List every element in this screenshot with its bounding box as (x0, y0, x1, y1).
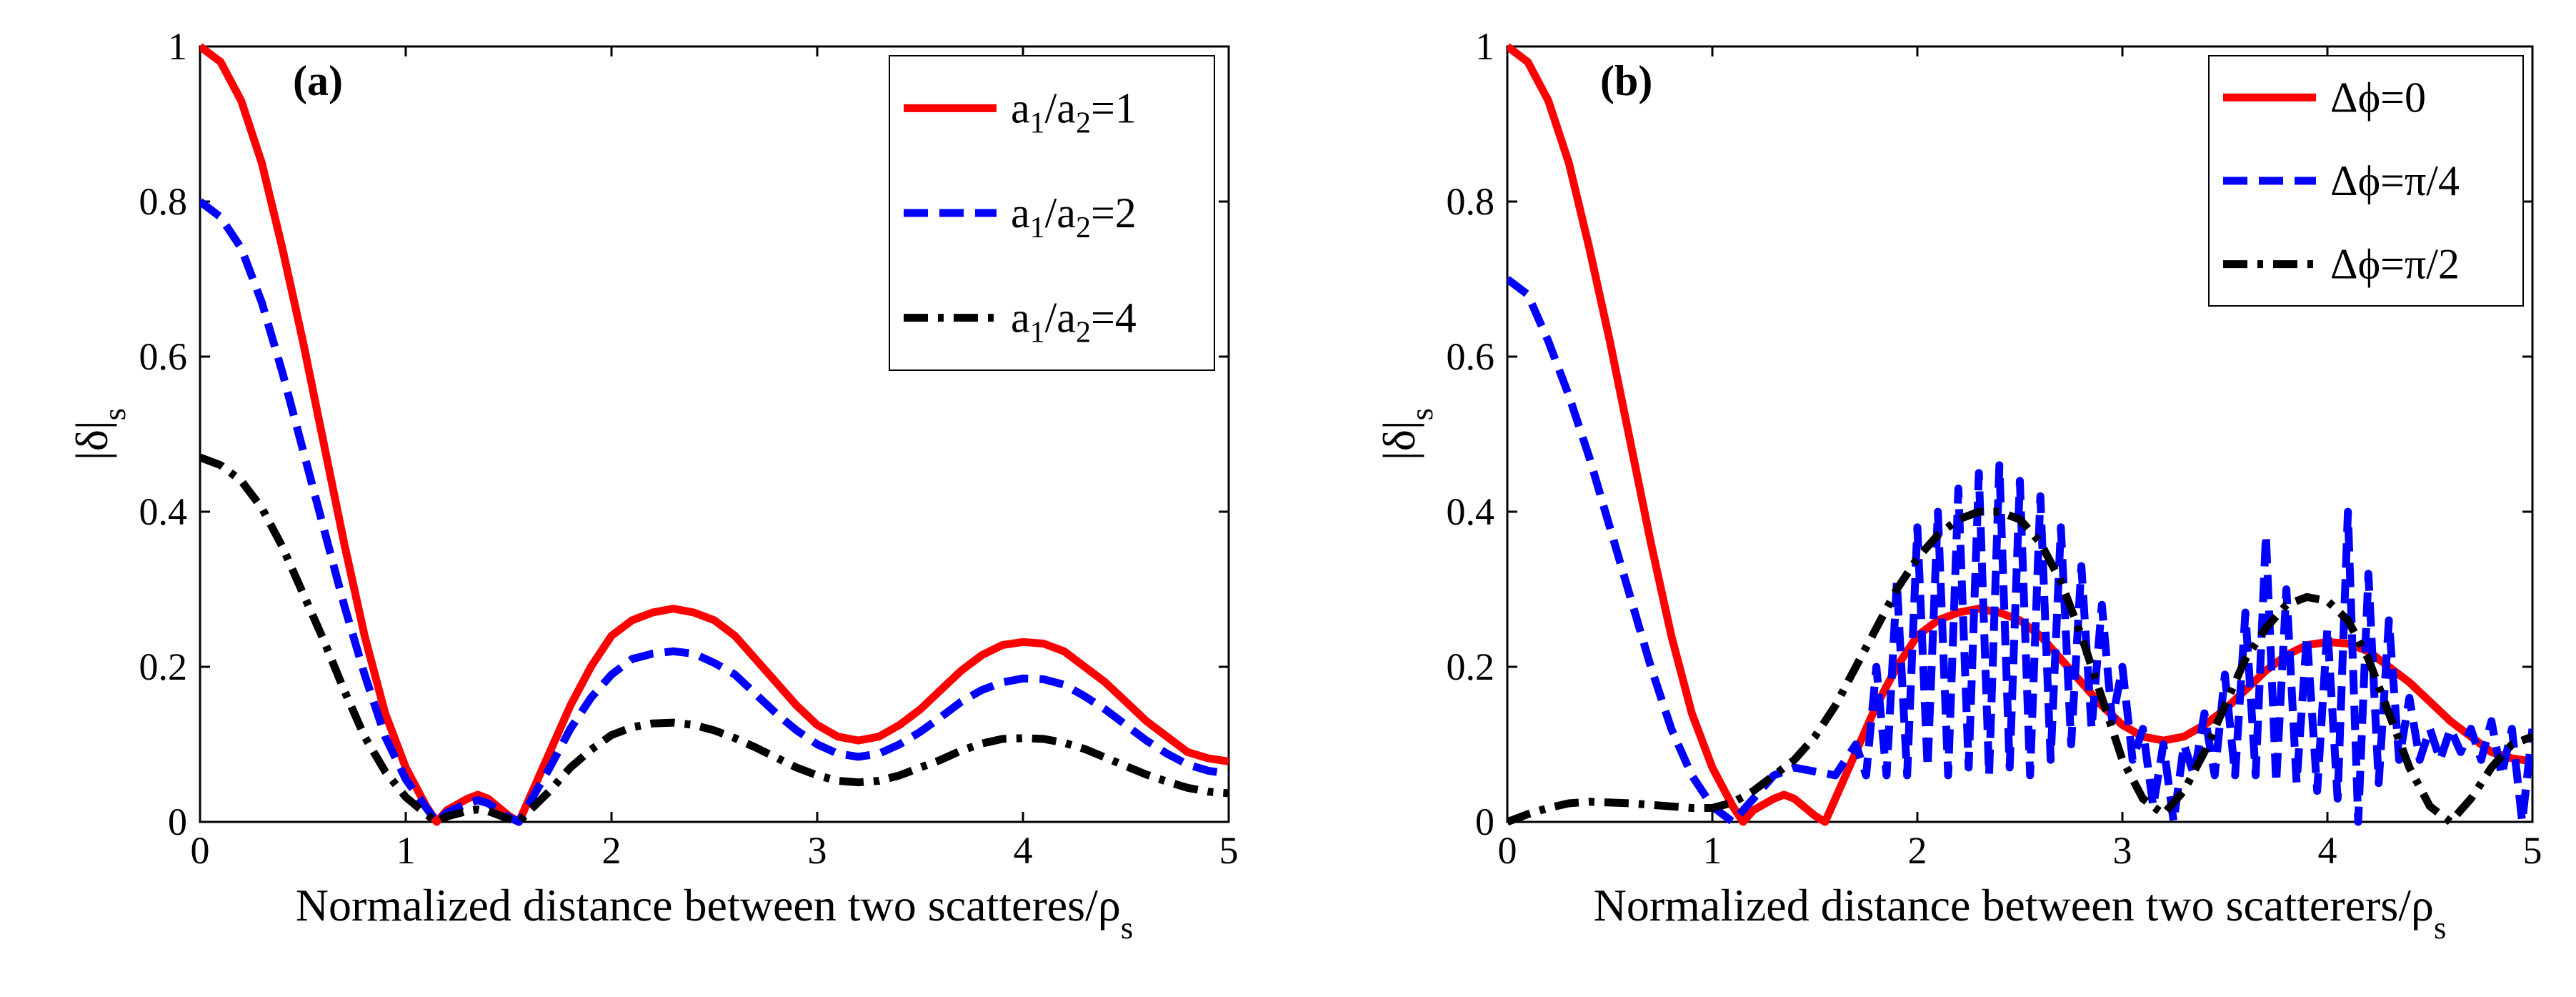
y-axis-label: |δ|s (66, 408, 132, 460)
y-tick-label: 0 (168, 800, 187, 843)
legend-label: a1/a2=4 (1011, 294, 1137, 349)
legend: Δϕ=0 Δϕ=π/4 Δϕ=π/2 (2208, 55, 2524, 307)
panel-label: (a) (293, 57, 343, 104)
y-tick-label: 0.4 (139, 490, 188, 533)
y-axis-label: |δ|s (1374, 408, 1439, 460)
y-tick-label: 0.6 (139, 335, 188, 378)
y-tick-label: 1 (1475, 25, 1494, 68)
x-tick-label: 5 (2523, 829, 2542, 872)
series-line-a-1 (200, 43, 1229, 826)
panel-label: (b) (1600, 57, 1652, 104)
y-tick-label: 1 (168, 25, 187, 68)
y-tick-label: 0 (1475, 800, 1494, 843)
chart-panel-b: 0 1 2 3 4 5 0 0.2 0.4 0.6 0.8 1 Normalized distance … (1374, 25, 2542, 946)
legend-label: a1/a2=1 (1011, 84, 1137, 139)
series-line-a-3 (200, 453, 1229, 826)
x-tick-label: 4 (1014, 829, 1033, 872)
x-tick-label: 1 (396, 829, 416, 872)
x-tick-label: 1 (1703, 829, 1722, 872)
x-tick-label: 3 (2113, 829, 2132, 872)
y-tick-label: 0.2 (1447, 645, 1495, 688)
legend-label: Δϕ=π/4 (2330, 157, 2460, 204)
legend-label: Δϕ=0 (2330, 74, 2426, 121)
y-tick-label: 0.6 (1447, 335, 1495, 378)
x-tick-label: 5 (1219, 829, 1239, 872)
x-tick-label: 4 (2318, 829, 2337, 872)
series-line-a-2 (200, 198, 1229, 826)
x-tick-label: 2 (1908, 829, 1927, 872)
legend-label: a1/a2=2 (1011, 189, 1137, 244)
chart-panel-a: 0 1 2 3 4 5 0 0.2 0.4 0.6 0.8 1 Normalized distance … (66, 25, 1239, 946)
x-tick-label: 2 (602, 829, 621, 872)
y-tick-label: 0.2 (139, 645, 188, 688)
x-tick-label: 3 (808, 829, 827, 872)
y-tick-label: 0.8 (139, 180, 188, 223)
series-line-b-3 (1507, 507, 2532, 826)
x-axis-label: Normalized distance between two scattere… (296, 880, 1133, 946)
y-tick-label: 0.4 (1447, 490, 1495, 533)
x-tick-label: 0 (1498, 829, 1517, 872)
x-tick-label: 0 (191, 829, 210, 872)
legend: a1/a2=1 a1/a2=2 a1/a2=4 (889, 55, 1215, 371)
x-axis-label: Normalized distance between two scattere… (1594, 880, 2447, 946)
y-tick-label: 0.8 (1447, 180, 1495, 223)
legend-label: Δϕ=π/2 (2330, 241, 2460, 288)
series-line-b-2 (1507, 276, 2532, 826)
